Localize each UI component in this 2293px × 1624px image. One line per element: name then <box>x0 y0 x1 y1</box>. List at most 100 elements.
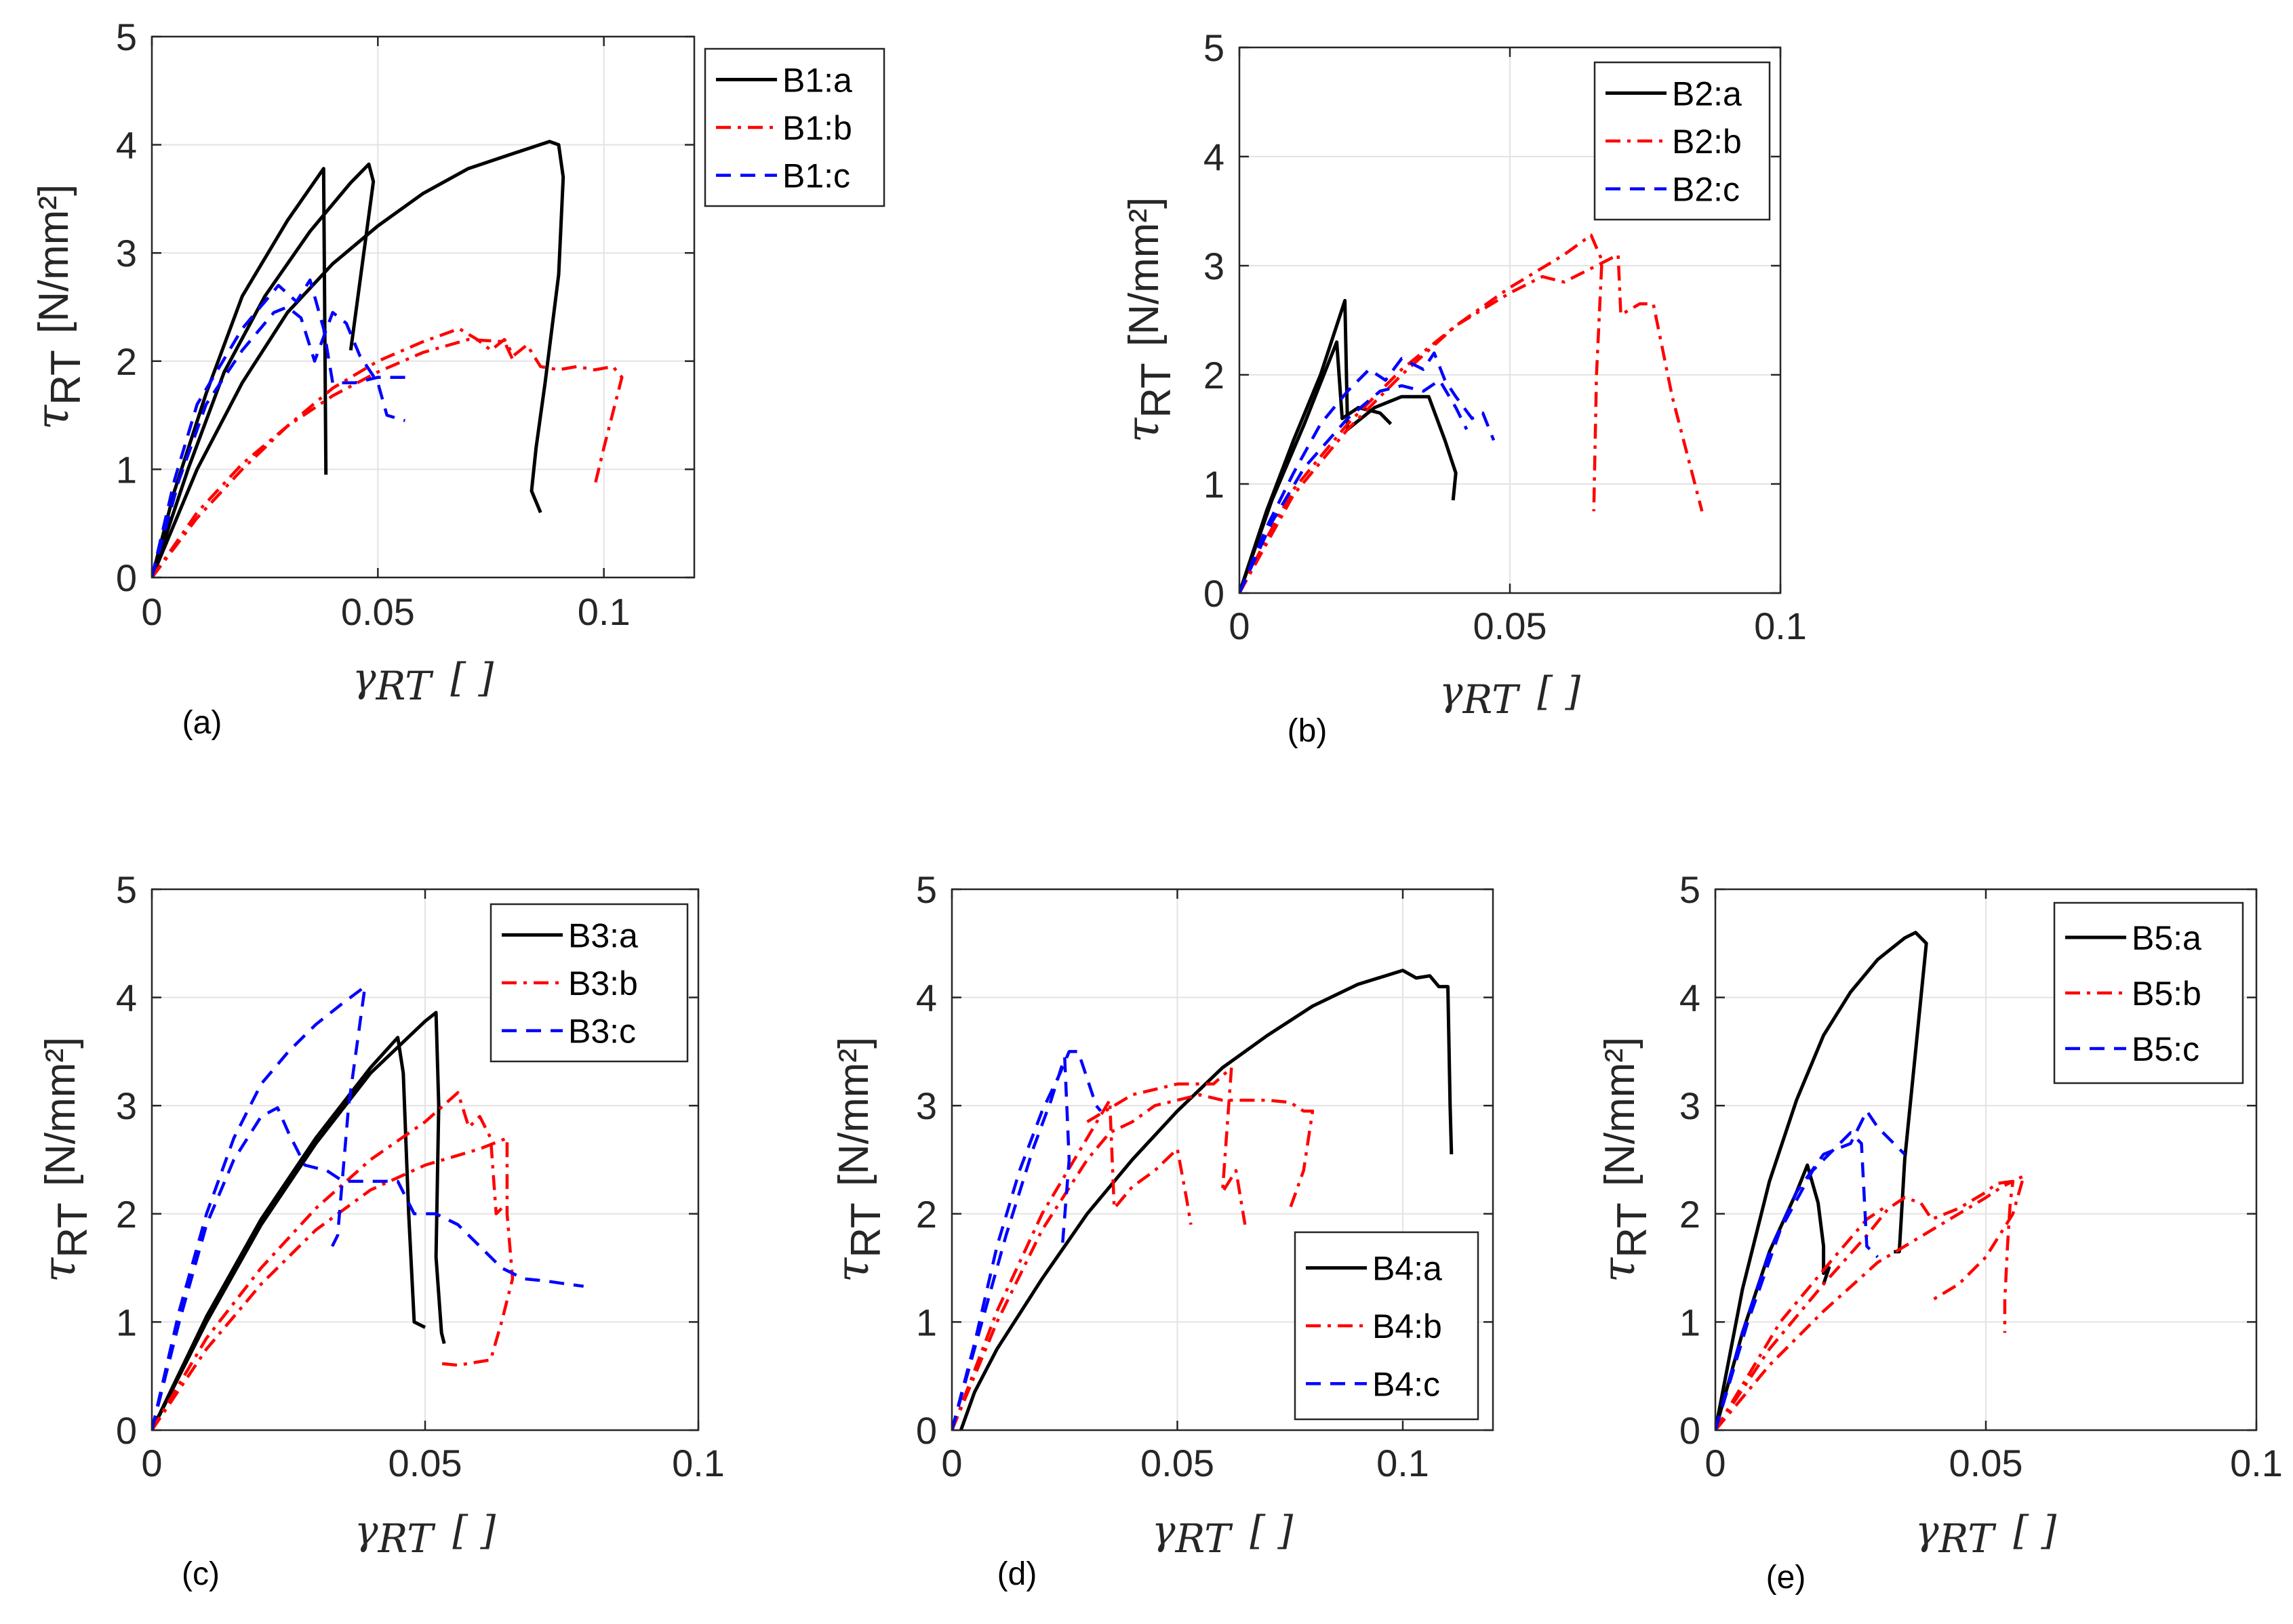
x-tick-label: 0.1 <box>1754 605 1807 647</box>
x-axis-label: γRT [ ] <box>1439 668 1581 723</box>
y-tick-label: 4 <box>1679 977 1700 1019</box>
legend-label: B2:b <box>1672 123 1742 161</box>
x-axis-label: γRT [ ] <box>355 1507 496 1562</box>
panel-label: (b) <box>1288 713 1328 749</box>
legend-label: B1:c <box>782 157 850 195</box>
y-axis-label: τRT [N/mm²] <box>33 1037 96 1283</box>
legend: B1:a B1:b B1:c <box>704 47 885 207</box>
x-tick-label: 0.1 <box>672 1442 725 1484</box>
panel-label: (a) <box>182 705 222 741</box>
series-line-b2-c <box>1239 378 1469 593</box>
series-line-b4-c <box>952 1055 1071 1430</box>
y-tick-label: 3 <box>916 1084 937 1127</box>
y-tick-label: 1 <box>116 1301 137 1343</box>
axes-frame <box>951 888 1494 1432</box>
x-tick-label: 0.1 <box>1376 1442 1429 1484</box>
series-line-b1-c <box>152 278 414 577</box>
y-tick-label: 3 <box>1203 245 1224 287</box>
y-tick-label: 1 <box>116 448 137 491</box>
series-line-b2-b <box>1239 233 1603 593</box>
series-line-b3-b <box>152 1091 503 1430</box>
legend-label: B5:a <box>2132 919 2201 957</box>
legend-box <box>704 47 885 207</box>
series-line-b5-c <box>1715 1131 1879 1430</box>
legend-box <box>1593 61 1771 221</box>
y-axis-label: τRT [N/mm²] <box>26 184 89 430</box>
x-tick-label: 0.05 <box>1949 1442 2023 1484</box>
y-tick-label: 1 <box>1203 463 1224 506</box>
y-tick-label: 0 <box>116 1409 137 1452</box>
x-tick-label: 0.1 <box>2230 1442 2283 1484</box>
y-tick-label: 5 <box>116 868 137 911</box>
x-tick-label: 0.05 <box>1473 605 1547 647</box>
legend-label: B3:a <box>568 916 638 954</box>
y-tick-label: 5 <box>916 868 937 911</box>
legend-label: B1:a <box>782 61 852 99</box>
y-tick-label: 2 <box>916 1193 937 1236</box>
series-line-b2-c <box>1239 351 1496 593</box>
legend-label: B4:b <box>1372 1307 1442 1345</box>
y-tick-label: 2 <box>116 340 137 383</box>
x-axis-label: γRT [ ] <box>1915 1507 2057 1562</box>
series-line-b2-a <box>1239 299 1458 593</box>
x-axis-label: γRT [ ] <box>1152 1507 1294 1562</box>
series-line-b3-a <box>152 1036 426 1430</box>
y-tick-label: 5 <box>1203 26 1224 69</box>
series-group <box>1239 233 1704 593</box>
x-axis-label: γRT [ ] <box>353 655 494 709</box>
legend-label: B4:c <box>1372 1365 1440 1403</box>
series-line-b5-b <box>1715 1206 1884 1430</box>
y-tick-label: 2 <box>116 1193 137 1236</box>
panel-label: (e) <box>1766 1560 1806 1596</box>
y-tick-label: 2 <box>1679 1193 1700 1236</box>
y-tick-label: 0 <box>116 556 137 599</box>
legend-label: B4:a <box>1372 1250 1442 1288</box>
legend-label: B5:b <box>2132 975 2201 1013</box>
legend-box <box>2053 901 2244 1084</box>
x-tick-label: 0 <box>941 1442 962 1484</box>
y-tick-label: 2 <box>1203 354 1224 397</box>
x-tick-label: 0 <box>1704 1442 1726 1484</box>
series-line-b1-b <box>152 338 515 577</box>
y-tick-label: 3 <box>1679 1084 1700 1127</box>
legend: B2:a B2:b B2:c <box>1593 61 1771 221</box>
legend: B3:a B3:b B3:c <box>490 903 689 1063</box>
series-group <box>1715 931 2026 1430</box>
y-tick-label: 1 <box>1679 1301 1700 1343</box>
panel-label: (d) <box>997 1556 1037 1592</box>
x-tick-label: 0.05 <box>388 1442 462 1484</box>
y-tick-label: 4 <box>116 977 137 1019</box>
x-tick-label: 0.1 <box>578 590 631 633</box>
series-group <box>152 985 584 1430</box>
legend-label: B2:a <box>1672 75 1742 113</box>
x-tick-label: 0.05 <box>1140 1442 1214 1484</box>
series-line-b1-c <box>152 305 405 577</box>
legend-label: B1:b <box>782 109 852 147</box>
y-axis-label: τRT [N/mm²] <box>1117 197 1180 443</box>
series-line-b4-b <box>952 1093 1315 1430</box>
y-tick-label: 4 <box>916 977 937 1019</box>
series-line-b4-b <box>952 1098 1193 1430</box>
legend: B4:a B4:b B4:c <box>1294 1231 1479 1421</box>
legend-box <box>1294 1231 1479 1421</box>
series-line-b2-b <box>1239 253 1704 593</box>
series-group <box>952 969 1454 1430</box>
y-tick-label: 4 <box>116 124 137 167</box>
series-line-b5-a <box>1715 931 1928 1430</box>
y-tick-label: 3 <box>116 1084 137 1127</box>
y-tick-label: 5 <box>116 16 137 58</box>
x-tick-label: 0.05 <box>341 590 415 633</box>
x-tick-label: 0 <box>141 1442 162 1484</box>
legend: B5:a B5:b B5:c <box>2053 901 2244 1084</box>
y-tick-label: 1 <box>916 1301 937 1343</box>
series-line-b2-a <box>1239 340 1393 593</box>
series-line-b1-a <box>152 167 328 577</box>
series-line-b5-b <box>1715 1179 2015 1430</box>
